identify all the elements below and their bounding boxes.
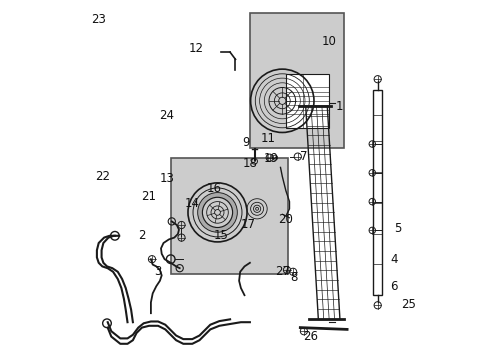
Text: 11: 11 [260, 132, 275, 145]
Text: 17: 17 [240, 219, 255, 231]
Text: 8: 8 [290, 271, 297, 284]
Text: 14: 14 [184, 197, 200, 210]
Text: 2: 2 [138, 229, 145, 242]
Text: 9: 9 [242, 136, 249, 149]
Text: 24: 24 [159, 109, 174, 122]
Text: 7: 7 [300, 150, 307, 163]
Text: 3: 3 [154, 265, 162, 278]
Text: 20: 20 [278, 213, 293, 226]
Text: 10: 10 [321, 35, 336, 48]
Text: 26: 26 [303, 330, 318, 343]
Bar [285, 74, 328, 128]
Text: 18: 18 [242, 157, 257, 170]
Text: 4: 4 [389, 253, 397, 266]
Text: 22: 22 [95, 170, 110, 183]
Text: 1: 1 [335, 100, 343, 113]
Text: 27: 27 [274, 265, 289, 278]
Text: 12: 12 [188, 42, 203, 55]
Text: 6: 6 [389, 280, 397, 293]
Text: 16: 16 [206, 183, 221, 195]
Text: 15: 15 [213, 229, 228, 242]
Bar [249, 13, 343, 148]
Bar [170, 158, 287, 274]
Bar [373, 90, 381, 295]
Text: 13: 13 [160, 172, 174, 185]
Text: 5: 5 [393, 222, 400, 235]
Text: 23: 23 [91, 13, 106, 26]
Text: 25: 25 [400, 298, 415, 311]
Text: 21: 21 [142, 190, 156, 203]
Text: 19: 19 [264, 152, 279, 165]
